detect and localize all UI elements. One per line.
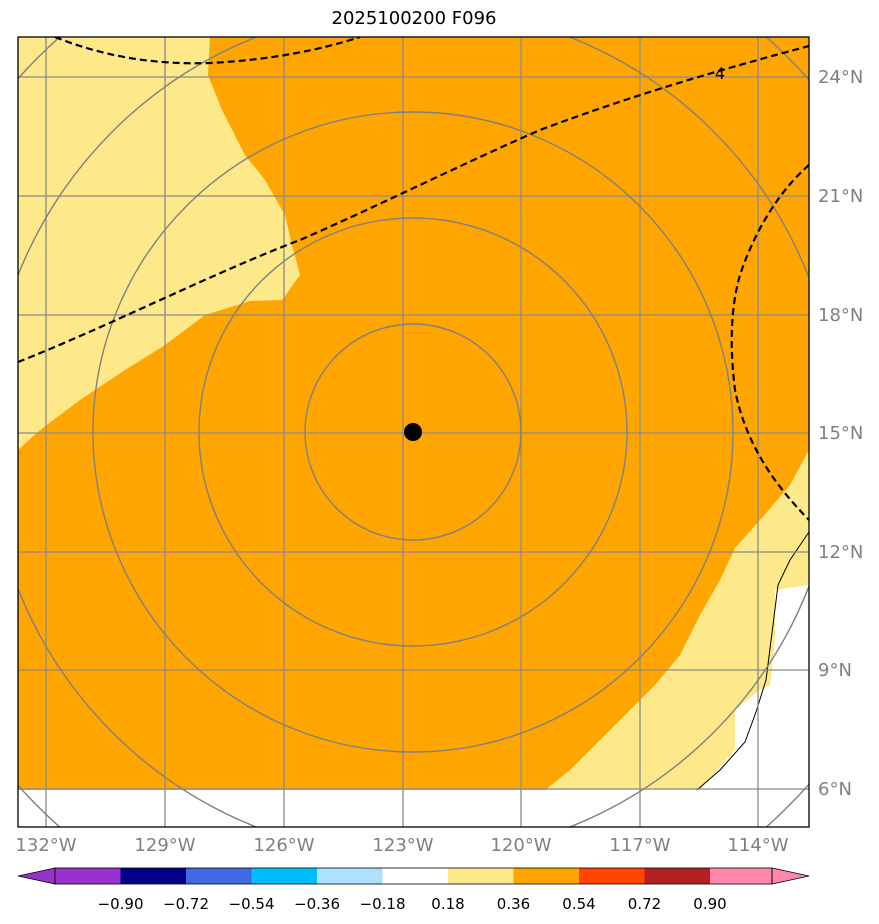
lon-label: 123°W: [372, 835, 433, 856]
colorbar-tick-label: −0.72: [163, 895, 209, 913]
storm-center-marker: [404, 423, 422, 441]
lat-label: 24°N: [818, 67, 863, 88]
colorbar-frame: [54, 867, 773, 885]
lon-label: 120°W: [490, 835, 551, 856]
lat-label: 18°N: [818, 305, 863, 326]
colorbar-segment: [120, 868, 186, 884]
circle-ring-2: [198, 217, 628, 647]
latitude-labels: 24°N 21°N 18°N 15°N 12°N 9°N 6°N: [818, 67, 863, 800]
coastline: [696, 531, 809, 791]
colorbar-segment: [448, 868, 514, 884]
yellow-field-northwest: [18, 37, 300, 450]
colorbar-extend-left: [17, 867, 56, 885]
lat-label: 15°N: [818, 423, 863, 444]
lon-label: 129°W: [134, 835, 195, 856]
colorbar-segment: [382, 868, 448, 884]
contour-top: [54, 37, 361, 65]
colorbar-segment: [644, 868, 710, 884]
colorbar-segment: [317, 868, 383, 884]
lon-label: 126°W: [253, 835, 314, 856]
contour-diagonal: [18, 44, 809, 364]
contour-east: [730, 164, 809, 521]
dashed-contours: [18, 37, 809, 521]
colorbar-segment: [55, 868, 121, 884]
colorbar-segment: [710, 868, 772, 884]
map-title: 2025100200 F096: [331, 8, 497, 29]
colorbar-tick-label: 0.90: [693, 895, 726, 913]
colorbar-tick-label: −0.90: [98, 895, 144, 913]
colorbar-segment: [513, 868, 579, 884]
lon-label: 117°W: [609, 835, 670, 856]
colorbar: −0.90 −0.72 −0.54 −0.36 −0.18 0.18 0.36 …: [17, 867, 810, 913]
colorbar-tick-label: −0.18: [360, 895, 406, 913]
longitude-labels: 132°W 129°W 126°W 123°W 120°W 117°W 114°…: [15, 835, 788, 856]
circle-ring-3: [92, 111, 734, 753]
colorbar-ticks: −0.90 −0.72 −0.54 −0.36 −0.18 0.18 0.36 …: [98, 895, 727, 913]
colorbar-segment: [579, 868, 645, 884]
colorbar-tick-label: 0.72: [628, 895, 661, 913]
map-frame: [17, 36, 810, 828]
colorbar-tick-label: −0.54: [229, 895, 275, 913]
colorbar-extend-right: [771, 867, 810, 885]
colorbar-segment: [251, 868, 317, 884]
lat-label: 9°N: [818, 660, 852, 681]
colorbar-tick-label: 0.18: [431, 895, 464, 913]
lat-label: 12°N: [818, 542, 863, 563]
colorbar-tick-label: 0.54: [562, 895, 595, 913]
lat-label: 21°N: [818, 186, 863, 207]
circle-ring-1: [304, 323, 522, 541]
lon-label: 114°W: [727, 835, 788, 856]
colorbar-segment: [186, 868, 252, 884]
lon-label: 132°W: [15, 835, 76, 856]
land-area: [700, 585, 809, 790]
lat-label: 6°N: [818, 779, 852, 800]
contour-label: 4: [715, 64, 725, 83]
colorbar-tick-label: 0.36: [497, 895, 530, 913]
colorbar-tick-label: −0.36: [294, 895, 340, 913]
